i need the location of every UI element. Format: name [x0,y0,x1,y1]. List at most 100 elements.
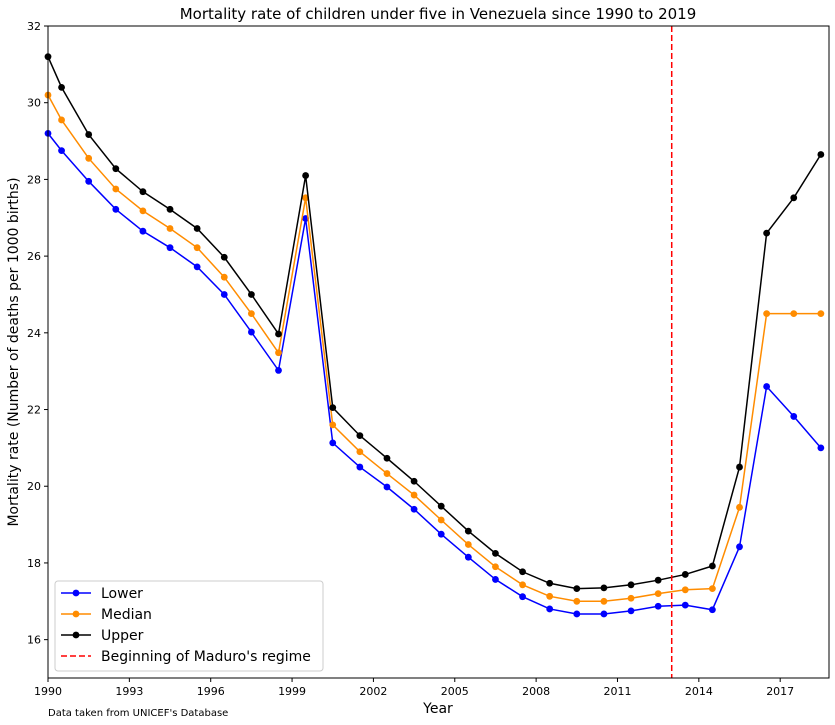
y-tick-label: 18 [27,557,41,570]
data-point-upper [708,562,716,570]
legend: Lower Median Upper Beginning of Maduro's re… [54,580,324,672]
data-point-lower [464,553,472,561]
data-point-median [275,349,282,357]
data-point-upper [763,229,771,237]
data-point-lower [654,602,662,610]
data-point-median [708,585,716,593]
series-group [44,53,825,618]
x-tick-label: 1993 [115,685,143,698]
x-tick-label: 2011 [603,685,631,698]
y-axis-title: Mortality rate (Number of deaths per 100… [6,177,22,526]
x-axis: 1990 1993 1996 1999 2002 2005 2008 2011 2014 2017 [34,678,794,698]
data-point-lower [736,543,743,551]
y-tick-label: 20 [27,480,41,493]
series-line-median [47,94,821,603]
x-tick-label: 1999 [278,685,306,698]
data-point-upper [329,404,337,412]
y-tick-label: 16 [27,634,41,647]
data-point-median [681,586,689,594]
y-tick-label: 32 [27,20,41,33]
legend-label-median: Median [101,607,152,623]
legend-label-lower: Lower [101,586,143,602]
legend-label-beginning-of-maduro-s-regime: Beginning of Maduro's regime [101,649,311,665]
data-point-upper [600,584,608,592]
data-point-median [464,541,472,548]
data-point-upper [573,585,581,593]
legend-marker-lower [72,589,80,597]
x-tick-label: 2005 [441,685,469,698]
data-point-lower [193,263,201,271]
data-point-upper [58,83,65,91]
data-point-median [58,116,65,124]
y-tick-label: 26 [27,250,41,263]
legend-marker-upper [72,631,80,639]
y-tick-label: 28 [27,173,41,186]
data-point-median [790,310,798,318]
data-point-median [410,491,418,499]
data-point-upper [790,194,798,202]
data-point-upper [736,463,743,471]
data-point-median [573,597,581,605]
data-point-lower [410,505,418,513]
data-point-upper [275,330,282,338]
data-point-lower [85,177,93,185]
data-point-lower [546,605,554,613]
data-point-median [329,421,337,429]
legend-label-upper: Upper [101,628,144,644]
data-point-upper [410,477,418,485]
data-point-lower [139,227,147,235]
data-point-upper [220,253,228,261]
y-axis: 16 18 20 22 24 26 28 30 32 [27,20,48,647]
data-point-lower [329,439,337,447]
data-point-upper [546,579,554,587]
data-point-median [193,244,201,252]
data-point-lower [383,483,391,491]
data-point-lower [247,328,255,336]
plot-frame [47,25,830,679]
data-point-lower [356,463,364,471]
data-point-lower [275,367,282,374]
data-point-upper [519,568,526,576]
data-point-lower [763,383,771,390]
legend-marker-median [72,610,80,618]
data-point-upper [139,188,147,196]
data-point-median [654,590,662,598]
data-point-lower [627,607,635,615]
data-point-upper [654,576,662,584]
data-source-footnote: Data taken from UNICEF's Database [48,708,228,719]
data-point-median [220,273,228,281]
x-tick-label: 1996 [197,685,225,698]
data-point-lower [600,610,608,618]
data-point-lower [437,530,445,538]
data-point-upper [85,131,93,138]
data-point-lower [681,601,689,609]
x-tick-label: 1990 [34,685,62,698]
data-point-median [519,581,526,589]
data-point-median [546,592,554,600]
y-tick-label: 24 [27,327,41,340]
data-point-lower [112,205,120,213]
x-tick-label: 2008 [522,685,550,698]
data-point-median [139,207,147,215]
x-tick-label: 2014 [685,685,713,698]
data-point-lower [817,444,825,452]
data-point-upper [437,502,445,510]
data-point-upper [356,432,364,440]
data-point-upper [383,454,391,462]
data-point-median [492,563,499,571]
data-point-median [166,225,174,232]
data-point-upper [492,549,499,557]
data-point-upper [193,225,201,232]
data-point-median [627,594,635,602]
y-tick-label: 22 [27,404,41,417]
y-tick-label: 30 [27,97,41,110]
series-line-upper [47,56,822,590]
data-point-lower [573,610,581,618]
x-tick-label: 2017 [766,685,794,698]
data-point-lower [166,244,174,252]
data-point-median [247,310,255,318]
data-point-lower [708,606,716,614]
series-line-lower [47,132,822,615]
